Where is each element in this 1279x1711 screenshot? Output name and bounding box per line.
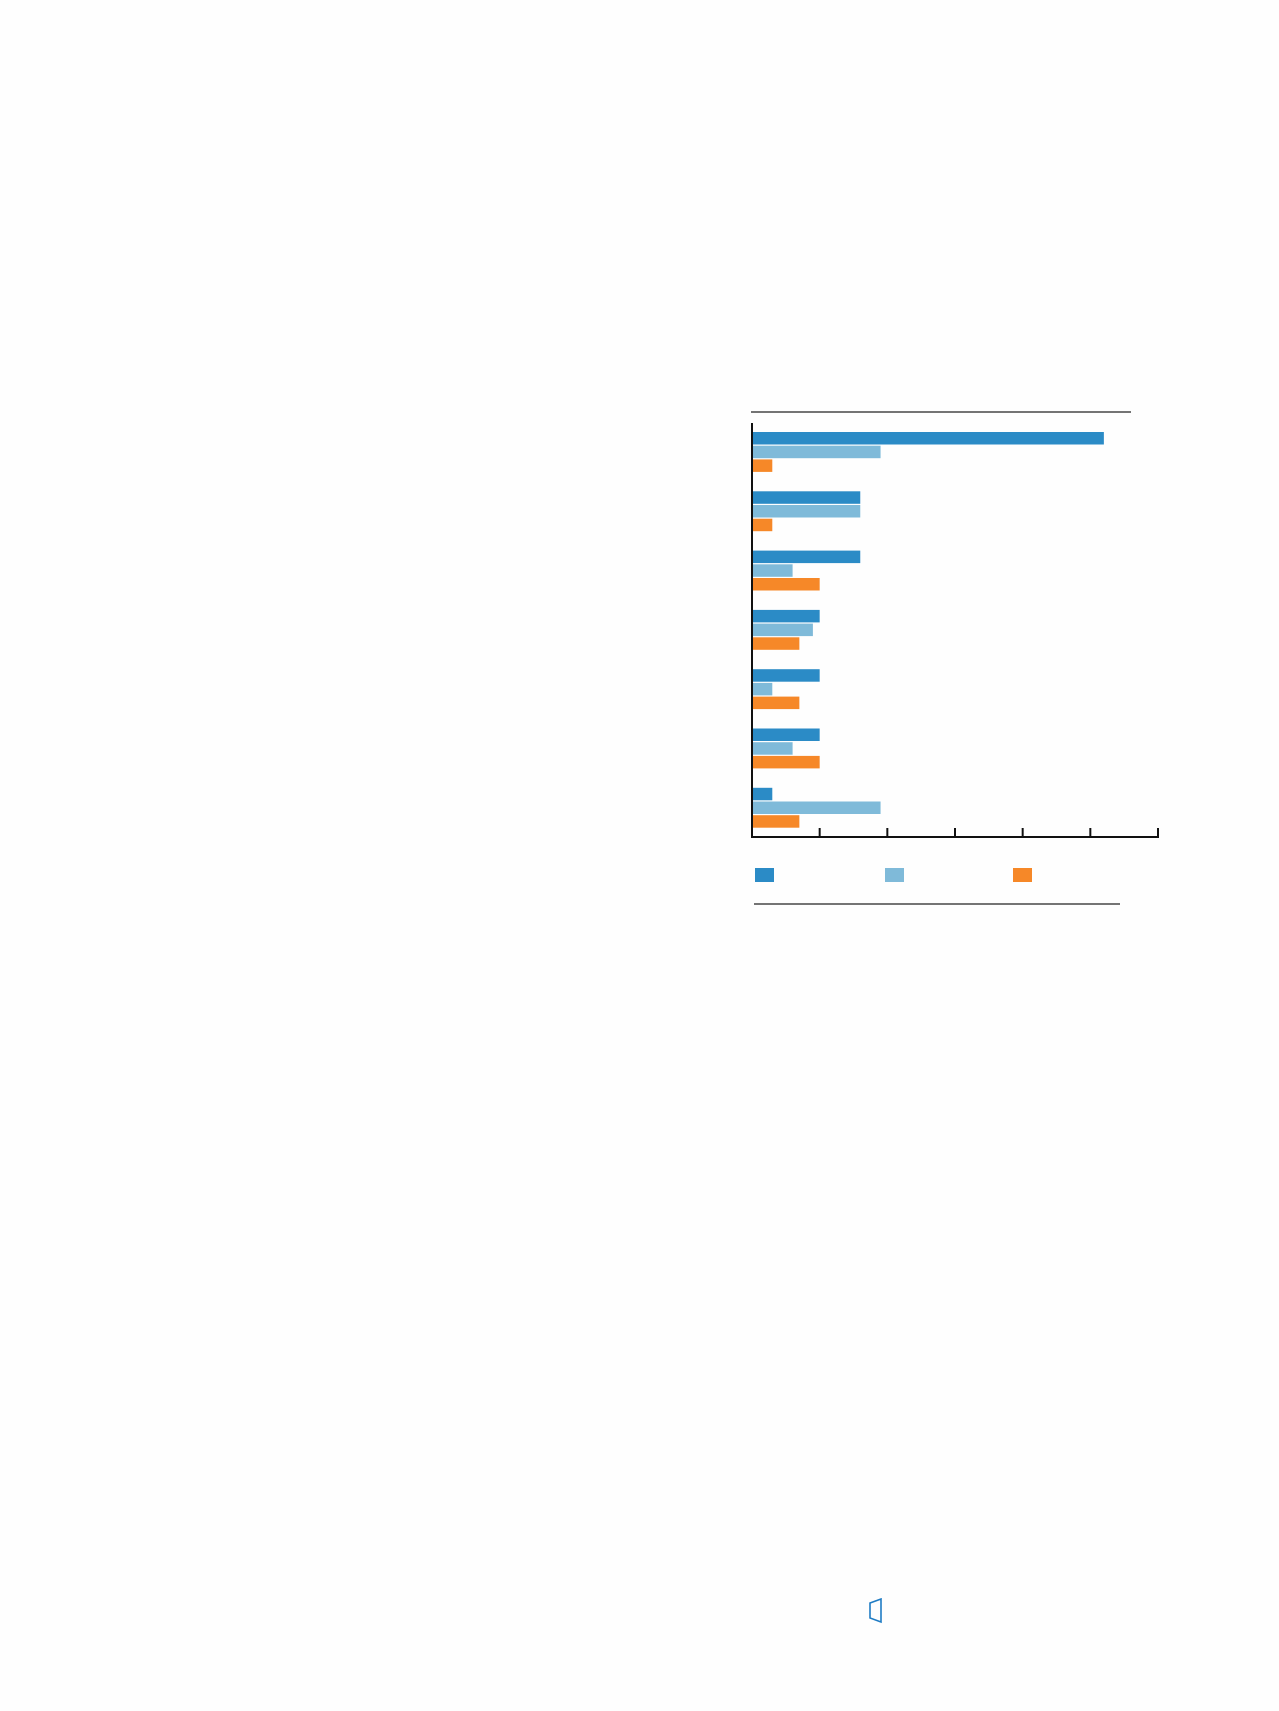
bar-group1-series1 — [752, 432, 1104, 445]
bar-group5-series1 — [752, 669, 820, 682]
bar-group4-series1 — [752, 609, 820, 623]
bar-group6-series1 — [752, 728, 820, 741]
bar-group2-series3 — [752, 518, 773, 532]
bar-group3-series1 — [752, 550, 861, 564]
bar-group3-series3 — [752, 578, 820, 591]
bar-group5-series3 — [752, 696, 800, 710]
bar-group7-series3 — [752, 815, 800, 828]
page-corner-icon — [869, 1598, 882, 1624]
bar-group7-series2 — [752, 801, 881, 814]
bar-group7-series1 — [752, 787, 773, 801]
bar-group4-series3 — [752, 637, 800, 650]
bar-group2-series1 — [752, 491, 861, 504]
legend-swatch-series2 — [885, 868, 904, 882]
bar-group1-series2 — [752, 445, 881, 459]
bar-group2-series2 — [752, 505, 861, 518]
legend-swatch-series3 — [1013, 868, 1032, 882]
legend-swatch-series1 — [755, 868, 774, 882]
bar-group5-series2 — [752, 682, 773, 696]
bar-group4-series2 — [752, 623, 813, 637]
bar-group3-series2 — [752, 564, 793, 577]
bar-group6-series3 — [752, 755, 820, 769]
bar-group1-series3 — [752, 459, 773, 472]
bar-group6-series2 — [752, 742, 793, 755]
